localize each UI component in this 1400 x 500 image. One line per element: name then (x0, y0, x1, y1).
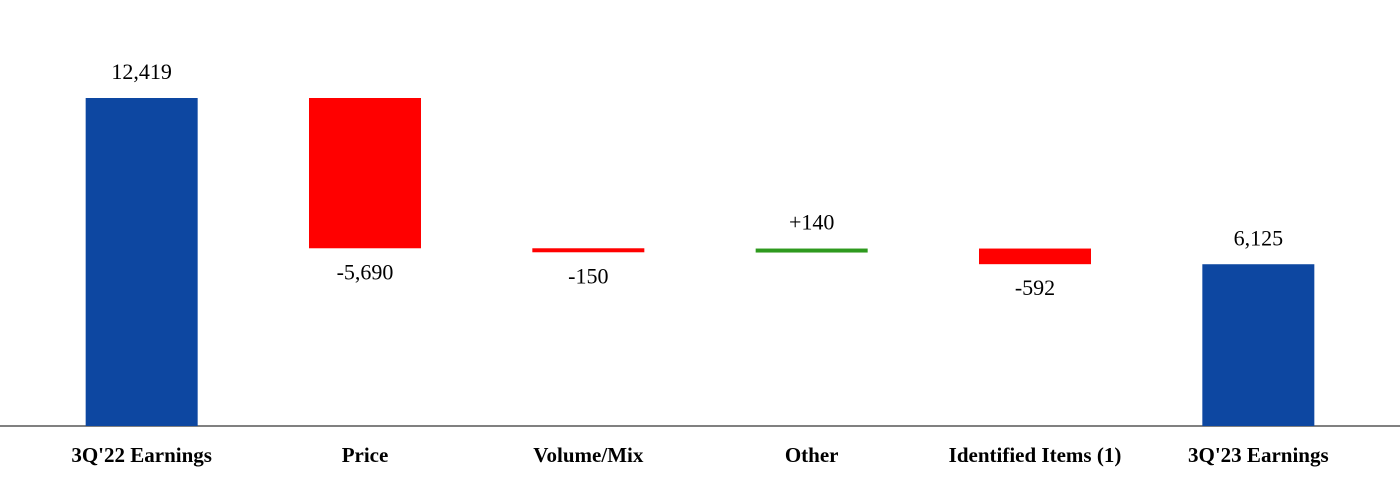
x-tick-label: Volume/Mix (533, 443, 644, 467)
value-label: 6,125 (1234, 225, 1284, 250)
x-tick-label: Other (785, 443, 839, 467)
bar (85, 98, 198, 426)
x-tick-label: Price (342, 443, 389, 467)
value-label: +140 (789, 210, 834, 235)
value-label: 12,419 (111, 59, 172, 84)
bar (309, 98, 421, 249)
x-tick-label: 3Q'22 Earnings (71, 443, 212, 467)
bar (755, 248, 868, 253)
x-tick-label: 3Q'23 Earnings (1188, 443, 1329, 467)
value-label: -150 (568, 263, 608, 288)
bar (979, 248, 1091, 265)
value-label: -5,690 (337, 259, 394, 284)
bar (532, 248, 645, 253)
bar (1202, 264, 1315, 426)
value-label: -592 (1015, 275, 1055, 300)
x-tick-label: Identified Items (1) (949, 443, 1122, 467)
